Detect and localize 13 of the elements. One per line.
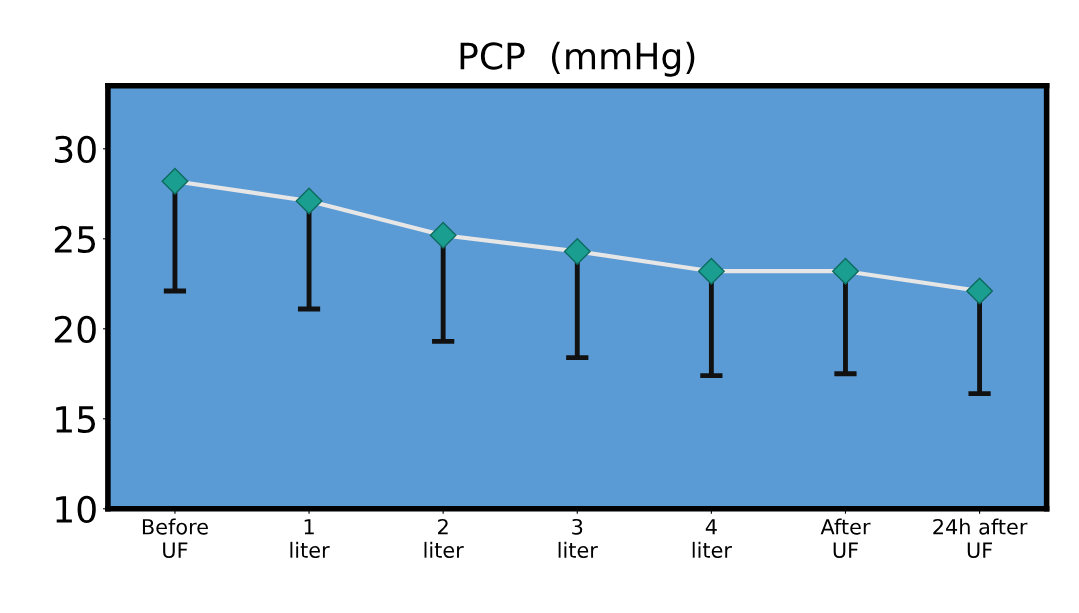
x-tick-label: After UF [820, 518, 871, 558]
chart-title: PCP (mmHg) [460, 41, 695, 77]
y-tick-label: 25 [54, 225, 96, 254]
x-tick-label: Before UF [142, 518, 208, 558]
x-tick-label: 1 liter [290, 519, 330, 558]
x-tick-label: 24h after UF [933, 518, 1028, 558]
y-tick-label: 30 [54, 135, 96, 164]
x-tick-label: 3 liter [558, 518, 598, 558]
x-tick-label: 4 liter [692, 519, 732, 558]
x-tick-label: 2 liter [424, 518, 464, 558]
y-tick-label: 20 [54, 315, 96, 344]
y-tick-label: 15 [56, 406, 96, 434]
y-tick-label: 10 [56, 495, 96, 524]
